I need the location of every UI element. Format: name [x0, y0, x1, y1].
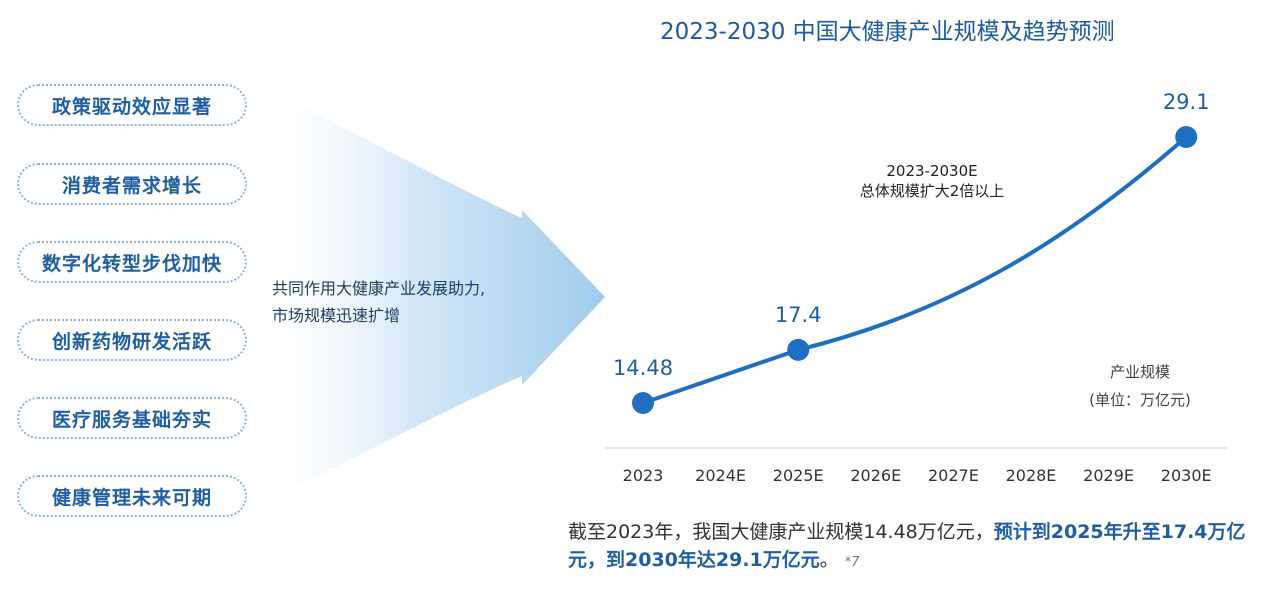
arrow-text-line: 市场规模迅速扩增: [272, 306, 401, 325]
data-label: 14.48: [613, 356, 673, 380]
x-tick-label: 2027E: [928, 466, 979, 485]
x-tick-label: 2029E: [1083, 466, 1134, 485]
factor-pill: 政策驱动效应显著: [17, 84, 247, 126]
arrow-shape: [250, 80, 605, 510]
footer-ref: *7: [844, 555, 860, 570]
footer-highlight: 预计到2025年升至17.4万亿元，到2030年达29.1万亿元: [568, 521, 1246, 571]
annotation-line: 总体规模扩大2倍以上: [859, 182, 1005, 200]
convergence-arrow: [250, 80, 605, 510]
x-tick-label: 2023: [623, 466, 664, 485]
x-tick-label: 2025E: [773, 466, 824, 485]
data-point: [787, 338, 810, 361]
factor-pill: 健康管理未来可期: [17, 475, 247, 517]
x-tick-label: 2024E: [695, 466, 746, 485]
x-tick-label: 2030E: [1161, 466, 1212, 485]
unit-label: (单位：万亿元): [1089, 391, 1191, 409]
data-point: [632, 392, 654, 414]
series-line: [641, 135, 1189, 405]
footer-plain: 截至2023年，我国大健康产业规模14.48万亿元，: [568, 521, 994, 543]
footer-text: 截至2023年，我国大健康产业规模14.48万亿元，预计到2025年升至17.4…: [568, 518, 1268, 577]
data-label: 29.1: [1163, 90, 1210, 114]
footer-end: 。: [819, 549, 839, 571]
x-tick-label: 2028E: [1006, 466, 1057, 485]
line-chart: 2023 2024E 2025E 2026E 2027E 2028E 2029E 2030E …: [603, 90, 1228, 485]
factor-pill: 数字化转型步伐加快: [17, 241, 247, 283]
chart-title: 2023-2030 中国大健康产业规模及趋势预测: [660, 19, 1115, 45]
annotation-line: 2023-2030E: [886, 162, 978, 180]
factor-pill: 消费者需求增长: [17, 163, 247, 205]
factor-pill: 医疗服务基础夯实: [17, 397, 247, 439]
x-tick-label: 2026E: [850, 466, 901, 485]
unit-label: 产业规模: [1109, 363, 1170, 381]
data-point: [1175, 126, 1198, 148]
data-label: 17.4: [775, 303, 822, 327]
factor-pill: 创新药物研发活跃: [17, 319, 247, 361]
arrow-text-line: 共同作用大健康产业发展助力,: [272, 279, 486, 298]
